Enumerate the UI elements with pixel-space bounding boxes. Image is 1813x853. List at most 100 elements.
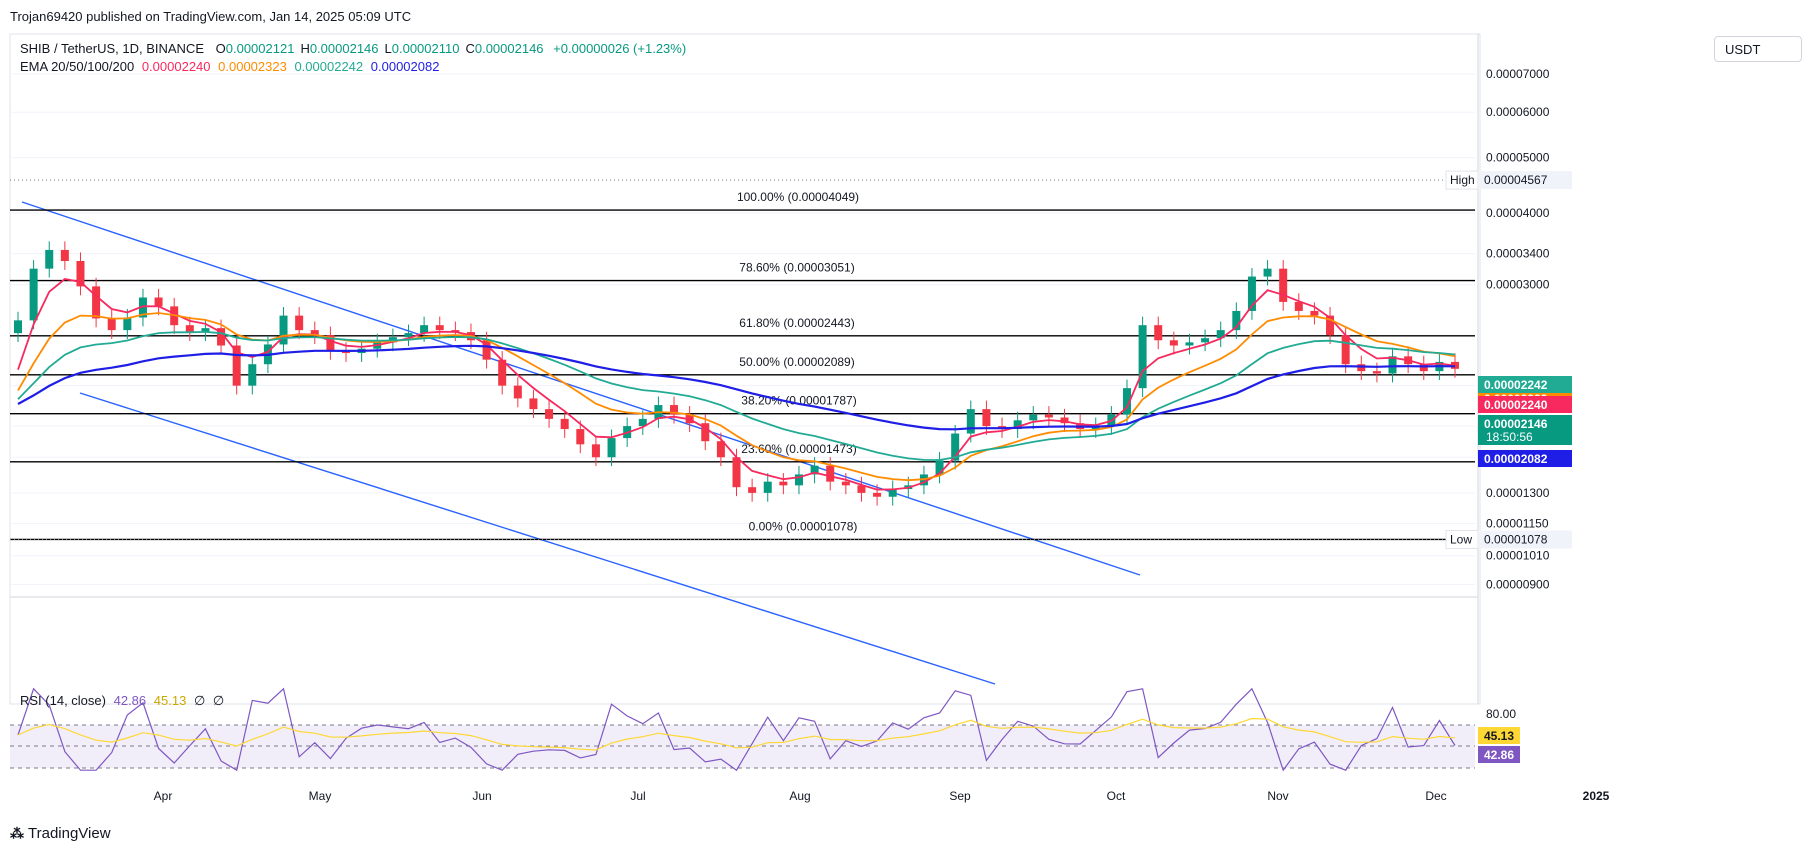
- currency-button[interactable]: USDT: [1714, 36, 1802, 62]
- candle-body: [404, 333, 413, 338]
- time-tick-2: Jun: [472, 789, 491, 803]
- candle-body: [935, 460, 944, 475]
- ema-label: EMA 20/50/100/200: [20, 59, 135, 74]
- candle-body: [1185, 342, 1194, 346]
- candle-body: [701, 423, 710, 442]
- candle-body: [310, 330, 319, 336]
- rsi-label: RSI (14, close): [20, 693, 106, 708]
- change-value: +0.00000026 (+1.23%): [553, 41, 687, 56]
- candle-body: [591, 444, 600, 458]
- candle-body: [857, 485, 866, 493]
- candle-body: [92, 286, 101, 319]
- candle-body: [982, 409, 991, 427]
- candle-body: [732, 457, 741, 488]
- candle-body: [545, 409, 554, 419]
- rsi-ma-line: [17, 717, 1456, 751]
- rsi-extra-1: ∅: [193, 693, 206, 708]
- candle-body: [1138, 325, 1147, 389]
- candle-body: [76, 261, 85, 287]
- candle-body: [248, 364, 257, 386]
- price-axis: 0.00007000 0.00006000 0.00005000 0.00004000…: [10, 67, 1572, 591]
- tradingview-logo-icon: ⁂: [10, 825, 24, 841]
- price-tick-10: 0.00001150: [1486, 516, 1549, 530]
- fib-label-5: 23.60% (0.00001473): [741, 442, 856, 456]
- rsi-line: [17, 687, 1456, 772]
- price-badge-text-1: 0.00002242: [1484, 378, 1548, 392]
- ohlc-value-C: 0.00002146: [474, 41, 544, 56]
- candle-body: [779, 481, 788, 486]
- price-badge-4: [1478, 450, 1572, 467]
- price-tick-3: 0.00004000: [1486, 206, 1550, 220]
- footer-brand[interactable]: ⁂ TradingView: [10, 825, 111, 842]
- candle-body: [1372, 371, 1381, 374]
- price-badge-text-2: 0.00002240: [1484, 398, 1548, 412]
- candle-body: [841, 481, 850, 486]
- ohlc-value-L: 0.00002110: [391, 41, 460, 56]
- channel-upper: [21, 201, 1141, 576]
- candle-body: [498, 359, 507, 386]
- candle-body: [716, 441, 725, 458]
- price-tick-11: 0.00001010: [1486, 549, 1550, 563]
- time-tick-0: Apr: [154, 789, 173, 803]
- ema50-value: 0.00002323: [218, 59, 287, 74]
- high-tag: [1445, 170, 1479, 190]
- candle-body: [1341, 335, 1350, 365]
- candle-body: [1216, 330, 1225, 339]
- countdown-text: 18:50:56: [1486, 430, 1533, 444]
- candle-body: [966, 409, 975, 434]
- chart-legend: SHIB / TetherUS, 1D, BINANCE O0.00002121…: [20, 40, 686, 76]
- candle-body: [29, 268, 38, 321]
- rsi-pane: 80.00 45.13 42.86: [10, 687, 1520, 772]
- candle-body: [576, 429, 585, 445]
- rsi-legend: RSI (14, close) 42.86 45.13 ∅ ∅: [20, 693, 224, 709]
- candle-body: [1310, 310, 1319, 316]
- candle-body: [232, 345, 241, 386]
- ohlc-value-O: 0.00002121: [225, 41, 295, 56]
- ohlc-value-H: 0.00002146: [309, 41, 379, 56]
- candle-body: [60, 249, 69, 262]
- symbol-label: SHIB / TetherUS, 1D, BINANCE: [20, 41, 204, 56]
- grid: [9, 33, 1481, 705]
- ohlc-key-O: O: [215, 41, 226, 56]
- candle-body: [1013, 420, 1022, 430]
- ohlc-values: O0.00002121 H0.00002146 L0.00002110 C0.0000…: [208, 41, 544, 56]
- candle-body: [482, 340, 491, 360]
- candle-body: [185, 325, 194, 333]
- candle-body: [1029, 414, 1038, 421]
- candle-body: [1279, 268, 1288, 302]
- candle-body: [951, 433, 960, 461]
- candle-body: [279, 315, 288, 345]
- candle-body: [1122, 388, 1131, 415]
- low-value-box: [1480, 530, 1572, 549]
- candle-body: [513, 385, 522, 399]
- time-axis: Apr May Jun Jul Aug Sep Oct Nov Dec 2025: [154, 789, 1610, 803]
- candle-body: [888, 489, 897, 497]
- candle-body: [1201, 338, 1210, 343]
- fib-label-2: 61.80% (0.00002443): [739, 316, 854, 330]
- low-value: 0.00001078: [1484, 532, 1548, 546]
- candle-body: [1357, 364, 1366, 372]
- time-tick-4: Aug: [789, 789, 810, 803]
- candle-body: [1247, 276, 1256, 311]
- price-tick-5: 0.00003000: [1486, 278, 1550, 292]
- ema100-line: [17, 330, 1456, 461]
- candle-body: [1232, 310, 1241, 331]
- ema200-line: [17, 344, 1456, 431]
- ohlc-key-L: L: [384, 41, 392, 56]
- plot-frame: [9, 33, 1481, 705]
- candle-body: [873, 492, 882, 497]
- rsi-badge-1: [1478, 746, 1520, 763]
- price-tick-2: 0.00005000: [1486, 151, 1550, 165]
- time-tick-1: May: [309, 789, 332, 803]
- rsi-value: 42.86: [113, 693, 147, 708]
- candle-body: [326, 335, 335, 351]
- candle-body: [826, 465, 835, 482]
- candle-body: [1294, 301, 1303, 311]
- fib-label-0: 100.00% (0.00004049): [737, 190, 859, 204]
- candle-body: [14, 320, 22, 334]
- low-tag: [1445, 529, 1479, 549]
- time-tick-6: Oct: [1107, 789, 1126, 803]
- price-chart[interactable]: 100.00% (0.00004049) 78.60% (0.00003051) 6…: [0, 0, 1813, 820]
- candle-body: [670, 405, 679, 415]
- price-tick-0: 0.00007000: [1486, 67, 1550, 81]
